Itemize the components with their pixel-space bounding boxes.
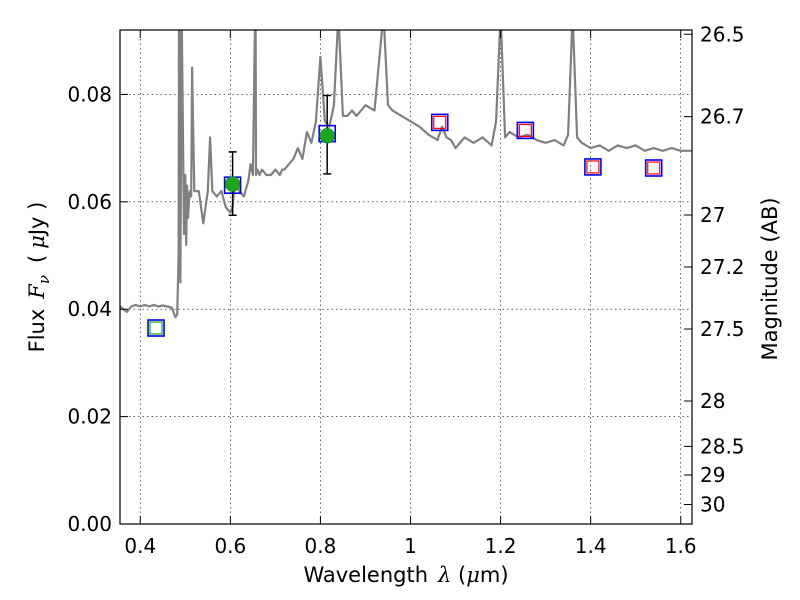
observed-point	[319, 128, 335, 144]
axes: 0.4 0.6 0.8 1 1.2 1.4 1.6 0.00 0.02 0.04 0.06 0.08 2…	[67, 22, 744, 558]
x-tick-label: 0.8	[305, 534, 337, 558]
model-photometry-square	[430, 113, 449, 132]
y2-tick-label: 26.5	[700, 22, 745, 46]
x-tick-label: 1.6	[665, 534, 697, 558]
y2-tick-label: 28	[700, 389, 725, 413]
upper-limits-red-marker	[433, 115, 447, 129]
y-tick-label: 0.06	[67, 190, 112, 214]
y2-axis-label: Magnitude (AB)	[758, 197, 782, 360]
grid	[120, 30, 692, 524]
x-tick-label: 0.4	[124, 534, 156, 558]
y2-tick-label: 27	[700, 203, 725, 227]
model-photometry-square	[147, 319, 165, 337]
upper-limits-red-marker	[518, 123, 532, 138]
y2-tick-label: 30	[700, 493, 725, 517]
spectrum-line	[120, 30, 692, 319]
x-axis-label: Wavelength λ (μm)	[303, 563, 508, 587]
x-tick-label: 1.2	[485, 534, 517, 558]
y2-tick-label: 28.5	[700, 434, 745, 458]
x-tick-label: 0.6	[214, 534, 246, 558]
y-tick-label: 0.02	[67, 405, 112, 429]
y2-tick-label: 26.7	[700, 105, 745, 129]
plot-frame	[119, 29, 693, 525]
y-tick-label: 0.00	[67, 512, 112, 536]
model-photometry-square	[584, 158, 602, 176]
upper-limits-red-marker	[647, 161, 661, 175]
observed-point	[224, 176, 241, 192]
upper-limits-red-marker	[586, 160, 600, 174]
plot-area	[120, 30, 692, 337]
y-axis-label: FluxFν(μJy )	[25, 202, 53, 353]
y-tick-label: 0.08	[67, 82, 112, 106]
x-tick-label: 1	[404, 534, 417, 558]
y2-tick-label: 27.2	[700, 255, 745, 279]
upper-limits-green-marker	[149, 321, 163, 335]
model-photometry-square	[644, 159, 663, 177]
x-tick-label: 1.4	[575, 534, 607, 558]
y-tick-label: 0.04	[67, 297, 112, 321]
model-photometry-square	[516, 121, 535, 140]
y2-tick-label: 29	[700, 463, 725, 487]
y2-tick-label: 27.5	[700, 317, 745, 341]
